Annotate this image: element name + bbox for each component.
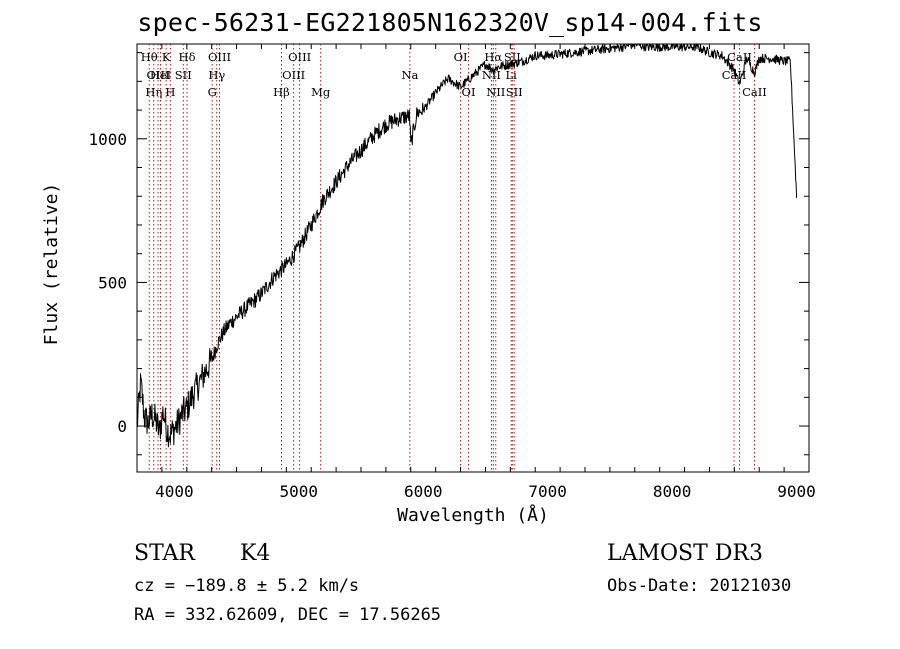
spectral-line-label: Li [506, 68, 518, 82]
spectral-line-label: Hβ [273, 85, 290, 99]
survey-label: LAMOST DR3 [607, 541, 763, 566]
spectral-line-label: Hη [145, 85, 162, 99]
spectral-line-label: Hγ [208, 68, 225, 82]
spectral-line-label: Hδ [179, 50, 196, 64]
x-tick-label: 5000 [280, 482, 319, 501]
chart-title: spec-56231-EG221805N162320V_sp14-004.fit… [137, 8, 763, 37]
spectral-line-label: OIII [282, 68, 305, 82]
spectral-line-label: OIII [288, 50, 311, 64]
spectral-line-label: SII [175, 68, 192, 82]
x-tick-label: 9000 [777, 482, 816, 501]
y-axis-label: Flux (relative) [41, 183, 62, 346]
spectral-line-label: OIII [146, 68, 169, 82]
spectral-line-label: G [208, 85, 217, 99]
y-tick-label: 1000 [88, 130, 127, 149]
spectral-line-label: Hθ [141, 50, 158, 64]
spectral-line-label: NII [486, 85, 505, 99]
x-tick-label: 7000 [528, 482, 567, 501]
spectral-line-label: OIII [208, 50, 231, 64]
redshift-value: cz = −189.8 ± 5.2 km/s [134, 576, 360, 596]
spectral-line-label: NII [482, 68, 501, 82]
y-tick-label: 500 [98, 273, 127, 292]
object-class: STAR [134, 541, 195, 566]
observation-date: Obs-Date: 20121030 [607, 576, 792, 596]
spectral-line-label: Mg [311, 85, 331, 99]
spectral-line-label: CaII [742, 85, 767, 99]
x-tick-label: 4000 [155, 482, 194, 501]
spectral-line-label: HeI [150, 68, 171, 82]
spectral-line-label: SII [506, 85, 523, 99]
spectrum-line [136, 43, 798, 448]
x-tick-label: 8000 [653, 482, 692, 501]
x-tick-label: 6000 [404, 482, 443, 501]
spectral-line-label: OI [462, 85, 476, 99]
coordinates: RA = 332.62609, DEC = 17.56265 [134, 605, 442, 625]
x-axis-label: Wavelength (Å) [397, 504, 549, 526]
spectral-line-label: Na [401, 68, 418, 82]
spectral-line-label: H [165, 85, 175, 99]
plot-frame [136, 43, 810, 473]
spectral-line-label: OI [454, 50, 468, 64]
object-subclass: K4 [240, 541, 271, 566]
spectral-line-label: K [162, 50, 171, 64]
y-tick-label: 0 [117, 417, 127, 436]
spectral-line-label: Hα [484, 50, 502, 64]
